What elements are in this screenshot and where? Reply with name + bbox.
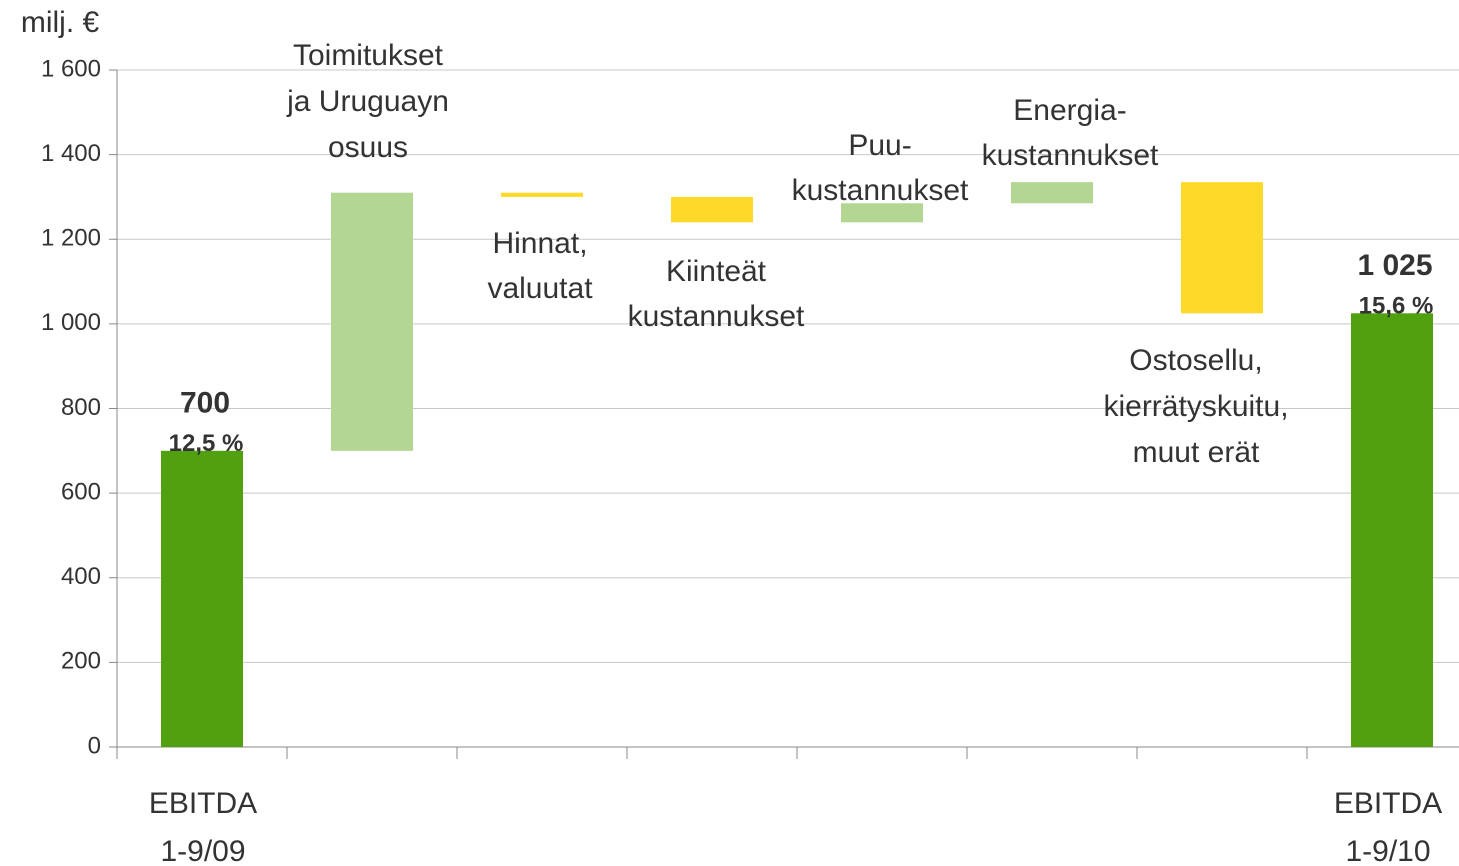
category-label: Kiinteät kustannukset — [628, 255, 805, 333]
bar — [1351, 313, 1433, 747]
y-axis-label: milj. € — [21, 6, 100, 39]
value-label: 700 — [180, 387, 230, 420]
y-tick-label: 1 200 — [41, 225, 101, 252]
bar — [671, 196, 753, 223]
y-tick-label: 800 — [61, 394, 101, 421]
category-label: Puu-kustannukset — [792, 129, 969, 207]
bar — [331, 192, 413, 451]
category-label: Toimitukset ja Uruguayn osuus — [286, 39, 449, 164]
category-label: Ostosellu, kierrätyskuitu, muut erät — [1103, 344, 1288, 469]
annotation: 12,5 % — [169, 430, 244, 457]
y-tick-label: 1 000 — [41, 309, 101, 336]
bar — [1011, 182, 1093, 204]
y-tick-label: 200 — [61, 648, 101, 675]
value-label: 1 025 — [1357, 249, 1432, 282]
bar — [841, 203, 923, 223]
bar — [161, 450, 243, 747]
category-label: Hinnat, valuutat — [487, 227, 593, 305]
y-tick-label: 1 400 — [41, 140, 101, 167]
y-tick-label: 0 — [88, 732, 101, 759]
category-label: EBITDA 1-9/09 — [149, 787, 257, 866]
category-label: EBITDA 1-9/10 — [1334, 787, 1442, 866]
annotation: 15,6 % — [1359, 293, 1434, 320]
y-tick-label: 600 — [61, 478, 101, 505]
y-tick-label: 400 — [61, 563, 101, 590]
bar — [501, 192, 583, 197]
bar — [1181, 182, 1263, 314]
category-label: Energia-kustannukset — [982, 94, 1159, 172]
y-tick-label: 1 600 — [41, 55, 101, 82]
